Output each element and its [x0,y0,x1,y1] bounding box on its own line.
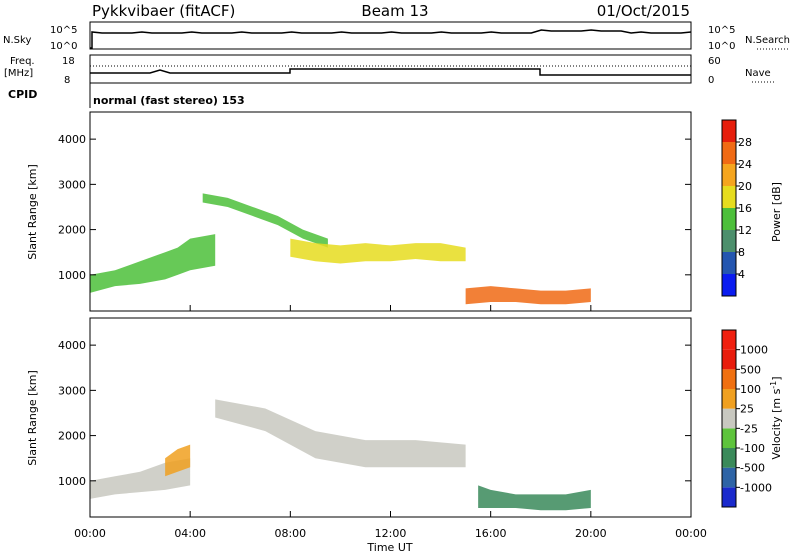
xtick-label-2: 08:00 [274,527,306,540]
power-yaxis: 1000 2000 3000 4000 [58,133,691,282]
velocity-colorbar-label-main: Velocity [m s [770,388,783,459]
power-colorbar-swatch-7 [722,120,736,142]
power-colorbar-swatch-0 [722,274,736,296]
power-colorbar-swatch-4 [722,186,736,208]
nsky-label: N.Sky [3,35,31,46]
power-cb-label-6: 28 [738,136,752,149]
velocity-cb-label-1: 500 [740,363,761,376]
nsearch-tick-bottom: 10^0 [708,41,735,52]
velocity-ytick-label-2: 3000 [58,384,86,397]
nsky-frame [89,21,692,50]
xtick-label-1: 04:00 [174,527,206,540]
velocity-colorbar-swatch-1 [722,467,736,488]
velocity-cb-label-7: -1000 [740,481,772,494]
beam-label: Beam 13 [361,2,428,20]
nsky-tick-bottom: 10^0 [50,41,77,52]
power-ytick-label-1: 2000 [58,224,86,237]
cpid-text: normal (fast stereo) 153 [93,94,245,107]
power-cb-label-1: 8 [738,246,745,259]
power-cb-label-4: 20 [738,180,752,193]
freq-trace [90,68,691,76]
nsearch-label: N.Search [745,35,790,46]
power-data-layer [90,193,591,305]
velocity-colorbar-swatch-6 [722,369,736,389]
velocity-ylabel: Slant Range [km] [26,370,39,466]
velocity-cb-label-2: 100 [740,383,761,396]
power-data-band-0 [90,234,216,293]
time-axis: 00:00 04:00 08:00 12:00 16:00 20:00 00:00 [74,305,707,540]
power-ylabel: Slant Range [km] [26,164,39,260]
power-cb-label-3: 16 [738,202,752,215]
power-cb-label-0: 4 [738,268,745,281]
velocity-data-band-3 [478,485,591,511]
power-cb-label-2: 12 [738,224,752,237]
nave-label: Nave [745,68,771,79]
velocity-ytick-label-0: 1000 [58,475,86,488]
freq-unit-label: [MHz] [4,68,33,79]
power-data-band-2 [290,238,466,264]
velocity-colorbar-swatch-8 [722,330,736,350]
power-data-band-3 [465,286,591,305]
velocity-cb-label-3: 25 [740,403,754,416]
velocity-data-band-2 [215,399,466,468]
xtick-label-4: 16:00 [475,527,507,540]
power-colorbar-swatch-6 [722,142,736,164]
freq-label: Freq. [10,56,35,67]
velocity-ytick-label-3: 4000 [58,339,86,352]
velocity-data-layer [90,399,591,511]
nsearch-tick-top: 10^5 [708,25,735,36]
velocity-colorbar-swatch-2 [722,448,736,468]
velocity-colorbar-frame [721,329,737,508]
power-plot-background [90,112,691,311]
velocity-colorbar: 1000 500 100 25 -25 -100 -500 -1000 [721,329,772,508]
freq-panel: Freq. [MHz] 18 8 60 0 Nave [4,54,775,86]
xtick-label-6: 00:00 [675,527,707,540]
velocity-colorbar-swatch-4 [722,408,736,429]
velocity-colorbar-swatch-5 [722,389,736,409]
velocity-colorbar-label-end: ] [770,376,783,380]
velocity-panel: Slant Range [km] 1000 2000 3000 4000 1000 50… [26,317,784,518]
power-panel: Slant Range [km] 1000 2000 3000 4000 4 8 12 16… [26,111,783,312]
power-ytick-label-3: 4000 [58,133,86,146]
power-data-band-1 [202,193,328,248]
radar-title: Pykkvibaer (fitACF) [92,2,235,20]
cpid-panel: CPID normal (fast stereo) 153 [8,83,245,108]
nsky-trace [90,29,692,49]
power-colorbar-swatch-5 [722,164,736,186]
xaxis-label: Time UT [366,541,412,554]
xtick-label-0: 00:00 [74,527,106,540]
nave-tick-top: 60 [708,56,721,67]
power-colorbar-swatch-2 [722,230,736,252]
velocity-colorbar-label-exp: -1 [769,381,778,389]
velocity-cb-label-0: 1000 [740,344,768,357]
velocity-cb-label-5: -100 [740,442,765,455]
xtick-label-3: 12:00 [375,527,407,540]
power-colorbar-swatch-1 [722,252,736,274]
velocity-colorbar-label: Velocity [m s-1] [769,376,784,459]
velocity-cb-label-4: -25 [740,422,758,435]
nsky-panel: N.Sky 10^5 10^0 10^5 10^0 N.Search [3,21,790,52]
nsky-tick-top: 10^5 [50,25,77,36]
cpid-label: CPID [8,88,37,101]
xtick-label-5: 20:00 [575,527,607,540]
velocity-yaxis: 1000 2000 3000 4000 [58,339,691,488]
freq-frame [89,54,692,84]
velocity-cb-label-6: -500 [740,462,765,475]
power-colorbar-swatch-3 [722,208,736,230]
nave-tick-bottom: 0 [708,75,714,86]
power-ytick-label-0: 1000 [58,269,86,282]
freq-tick-bottom: 8 [64,75,70,86]
freq-tick-top: 18 [62,56,75,67]
velocity-data-band-1 [165,444,191,477]
date-label: 01/Oct/2015 [597,2,690,20]
power-cb-label-5: 24 [738,158,752,171]
velocity-colorbar-swatch-7 [722,349,736,370]
power-colorbar: 4 8 12 16 20 24 28 [721,119,752,297]
velocity-colorbar-swatch-0 [722,487,736,507]
velocity-colorbar-swatch-3 [722,428,736,448]
power-ytick-label-2: 3000 [58,178,86,191]
velocity-ytick-label-1: 2000 [58,430,86,443]
power-colorbar-label: Power [dB] [770,182,783,242]
